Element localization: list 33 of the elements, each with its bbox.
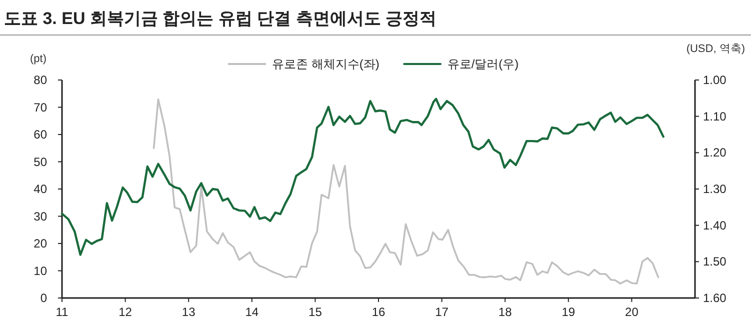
y-tick-label: 10 — [34, 264, 48, 278]
y2-axis-title: (USD, 역축) — [686, 43, 745, 55]
line-series — [60, 98, 664, 256]
y-tick-label: 70 — [34, 100, 48, 114]
y-tick-label: 30 — [34, 209, 48, 224]
x-tick-label: 16 — [372, 305, 386, 319]
x-tick-label: 12 — [118, 305, 132, 319]
y-tick-label: 40 — [34, 182, 48, 196]
y-axis-title: (pt) — [30, 53, 46, 65]
line-series — [152, 98, 660, 284]
legend-label: 유로존 해체지수(좌) — [272, 57, 380, 71]
x-tick-label: 13 — [182, 305, 196, 319]
x-tick-label: 18 — [498, 305, 512, 319]
y2-tick-label: 1.40 — [703, 218, 727, 232]
y-tick-label: 60 — [34, 128, 48, 142]
y2-tick-label: 1.30 — [703, 182, 727, 196]
y2-tick-label: 1.10 — [703, 109, 727, 124]
y2-tick-label: 1.60 — [703, 291, 727, 305]
y2-tick-label: 1.50 — [703, 254, 727, 269]
chart-title: 도표 3. EU 회복기금 합의는 유럽 단결 측면에서도 긍정적 — [4, 9, 437, 28]
x-tick-label: 20 — [625, 305, 639, 319]
y-tick-label: 20 — [34, 236, 48, 250]
y-tick-label: 0 — [40, 291, 48, 305]
x-tick-label: 11 — [56, 305, 69, 319]
x-tick-label: 14 — [245, 305, 259, 319]
y-tick-label: 50 — [34, 154, 48, 169]
x-tick-label: 19 — [562, 305, 576, 319]
y2-tick-label: 1.00 — [703, 73, 727, 87]
y2-tick-label: 1.20 — [703, 146, 727, 160]
legend-label: 유로/달러(우) — [447, 57, 519, 71]
x-tick-label: 17 — [435, 305, 449, 319]
y-tick-label: 80 — [34, 73, 48, 87]
x-tick-label: 15 — [308, 305, 322, 319]
